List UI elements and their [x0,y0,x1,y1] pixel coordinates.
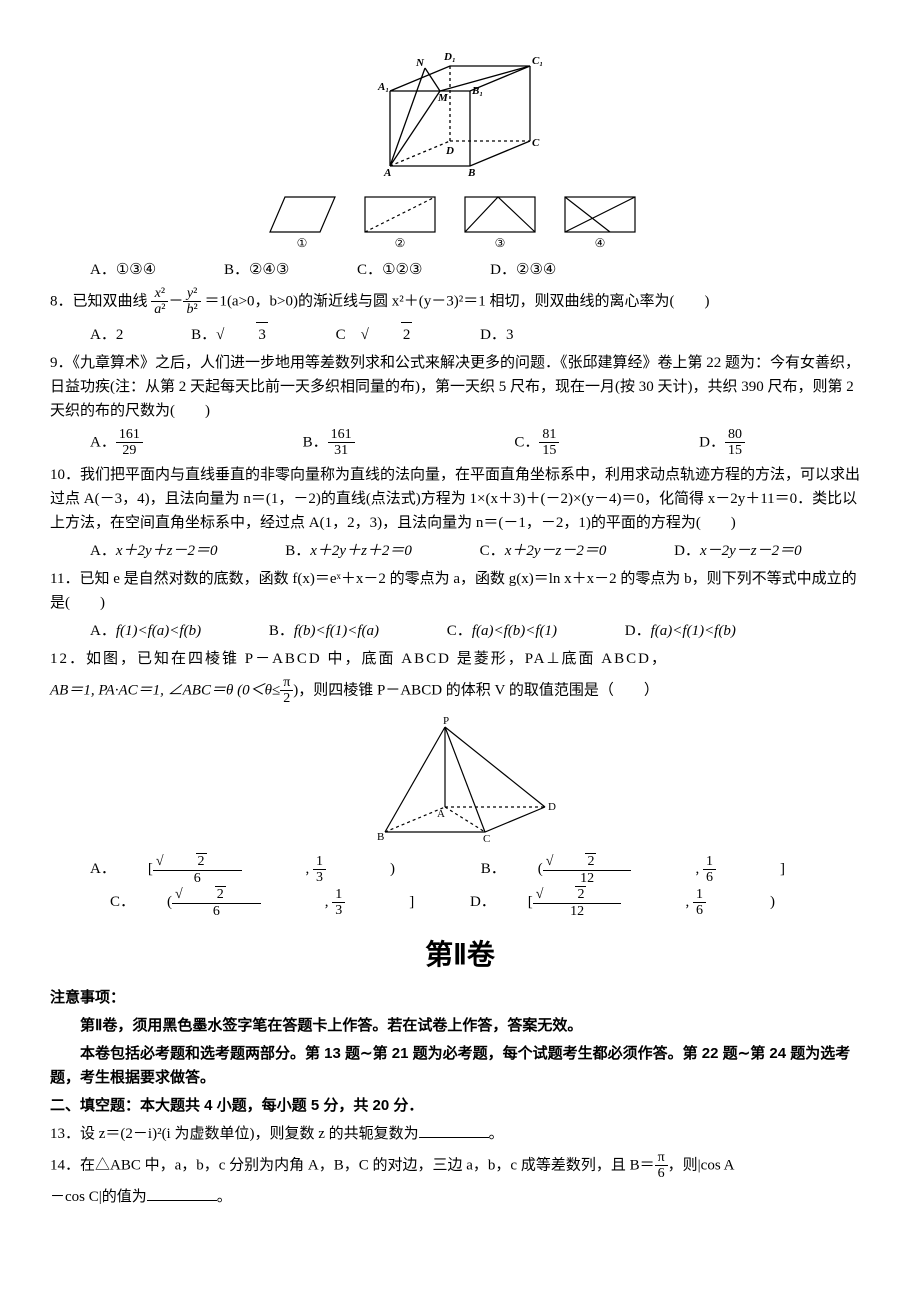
q13: 13．设 z＝(2－i)²(i 为虚数单位)，则复数 z 的共轭复数为 。 [50,1122,870,1146]
notice-l2: 本卷包括必考题和选考题两部分。第 13 题∼第 21 题为必考题，每个试题考生都… [50,1042,870,1090]
q12-optA: A．[26, 13) [90,853,395,886]
q12-l2-suffix: )，则四棱锥 P－ABCD 的体积 V 的取值范围是（ ） [293,682,659,698]
q8-optD: D．3 [480,323,545,347]
cross-sections-svg: ① ② ③ ④ [250,182,670,252]
svg-text:M: M [437,92,449,104]
q14-l2-prefix: －cos C|的值为 [50,1189,147,1205]
svg-text:②: ② [395,236,406,250]
q11-optB: B．f(b)<f(1)<f(a) [269,619,411,643]
q13-blank[interactable] [419,1122,489,1138]
q14: 14．在△ABC 中，a，b，c 分别为内角 A，B，C 的对边，三边 a，b，… [50,1150,870,1182]
svg-text:C: C [483,833,490,845]
q10-optB: B．x＋2y＋z＋2＝0 [285,539,444,563]
q8-frac2: y²b² [183,286,200,318]
q8-optB: B．3 [191,322,300,347]
q12-optD: D．[212, 16) [470,886,775,919]
q12-frac-pi2: π2 [280,675,293,707]
q14-mid: ，则|cos A [668,1157,735,1173]
pyramid-figure: P A B C D [50,712,870,847]
q8-options: A．2 B．3 C 2 D．3 [50,322,870,347]
svg-text:C₁: C₁ [532,55,543,67]
q7-options: A．①③④ B．②④③ C．①②③ D．②③④ [50,258,870,282]
q7-optA: A．①③④ [90,258,188,282]
svg-text:A: A [437,808,445,820]
q12-options: A．[26, 13) B．(212, 16] C．(26, 13] D．[212… [50,853,870,919]
q11-optD: D．f(a)<f(1)<f(b) [625,619,768,643]
svg-text:A: A [383,167,391,176]
q9-optC: C．8115 [514,427,623,459]
q12-optB: B．(212, 16] [481,853,785,886]
q8-mid: ＝1(a>0，b>0)的渐近线与圆 x²＋(y－3)²＝1 相切，则双曲线的离心… [204,293,709,309]
svg-text:D₁: D₁ [443,51,456,63]
q11-options: A．f(1)<f(a)<f(b) B．f(b)<f(1)<f(a) C．f(a)… [50,619,870,643]
svg-text:①: ① [297,236,308,250]
svg-text:B₁: B₁ [471,85,483,97]
section2-title: 第Ⅱ卷 [50,933,870,978]
q14-l2: －cos C|的值为 。 [50,1185,870,1209]
q10-stem: 10．我们把平面内与直线垂直的非零向量称为直线的法向量，在平面直角坐标系中，利用… [50,463,870,535]
q12-optC: C．(26, 13] [110,886,414,919]
q12-line1: 12．如图，已知在四棱锥 P－ABCD 中，底面 ABCD 是菱形，PA⊥底面 … [50,647,870,671]
q8-optC: C 2 [336,322,445,347]
q13-prefix: 13．设 z＝(2－i)²(i 为虚数单位)，则复数 z 的共轭复数为 [50,1126,419,1142]
cube-svg: A B C D A₁ B₁ C₁ D₁ M N [360,46,560,176]
q14-blank[interactable] [147,1185,217,1201]
q10-optD: D．x－2y－z－2＝0 [674,539,834,563]
q11-stem: 11．已知 e 是自然对数的底数，函数 f(x)＝eˣ＋x－2 的零点为 a，函… [50,567,870,615]
q11-optC: C．f(a)<f(b)<f(1) [447,619,589,643]
q10-optA: A．x＋2y＋z－2＝0 [90,539,250,563]
cube-figure: A B C D A₁ B₁ C₁ D₁ M N [50,46,870,176]
q7-optC: C．①②③ [357,258,454,282]
q11-optA: A．f(1)<f(a)<f(b) [90,619,233,643]
svg-text:N: N [415,57,425,69]
q9-optB: B．16131 [303,427,419,459]
q12-line2: AB＝1, PA·AC＝1, ∠ABC＝θ (0＜θ≤π2)，则四棱锥 P－AB… [50,675,870,707]
q9-stem: 9．《九章算术》之后，人们进一步地用等差数列求和公式来解决更多的问题．《张邱建算… [50,351,870,423]
q8: 8．已知双曲线 x²a²－y²b² ＝1(a>0，b>0)的渐近线与圆 x²＋(… [50,286,870,318]
svg-text:④: ④ [595,236,606,250]
svg-text:C: C [532,137,540,149]
q10-optC: C．x＋2y－z－2＝0 [480,539,639,563]
q14-frac: π6 [655,1150,668,1182]
q8-optA: A．2 [90,323,155,347]
svg-text:P: P [443,715,449,727]
q12-l2-prefix: AB＝1, PA·AC＝1, ∠ABC＝θ (0＜θ≤ [50,682,280,698]
svg-text:③: ③ [495,236,506,250]
q7-optB: B．②④③ [224,258,321,282]
q9-optA: A．16129 [90,427,207,459]
svg-text:B: B [467,167,475,176]
svg-text:D: D [445,145,454,157]
q10-options: A．x＋2y＋z－2＝0 B．x＋2y＋z＋2＝0 C．x＋2y－z－2＝0 D… [50,539,870,563]
pyramid-svg: P A B C D [355,712,565,847]
q8-frac1: x²a² [151,286,168,318]
q7-optD: D．②③④ [490,258,588,282]
q9-optD: D．8015 [699,427,809,459]
q14-l2-suffix: 。 [217,1189,232,1205]
svg-text:A₁: A₁ [377,81,389,93]
svg-text:D: D [548,801,556,813]
cross-section-row: ① ② ③ ④ [50,182,870,252]
q9-options: A．16129 B．16131 C．8115 D．8015 [50,427,870,459]
q14-prefix: 14．在△ABC 中，a，b，c 分别为内角 A，B，C 的对边，三边 a，b，… [50,1157,655,1173]
fill-heading: 二、填空题：本大题共 4 小题，每小题 5 分，共 20 分． [50,1094,870,1118]
notice-l1: 第Ⅱ卷，须用黑色墨水签字笔在答题卡上作答。若在试卷上作答，答案无效。 [50,1014,870,1038]
q8-prefix: 8．已知双曲线 [50,293,148,309]
notice-heading: 注意事项： [50,986,870,1010]
q13-suffix: 。 [489,1126,504,1142]
svg-text:B: B [377,831,384,843]
